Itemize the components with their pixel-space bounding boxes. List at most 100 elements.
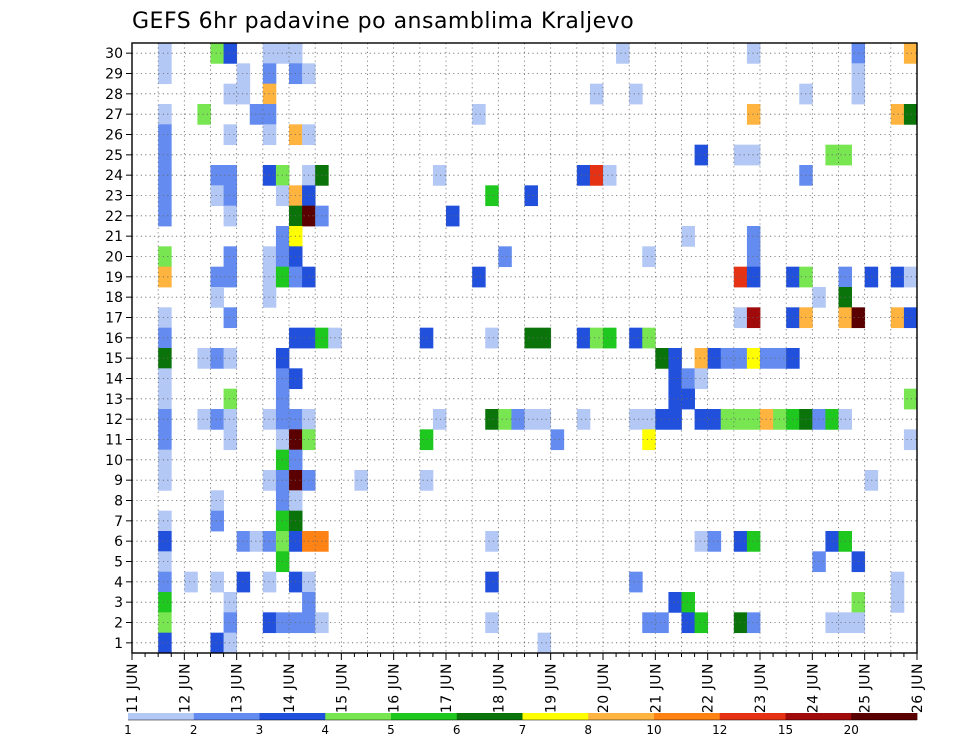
heatmap-cell [681, 388, 695, 410]
y-tick-label: 14 [105, 372, 123, 388]
x-tick-label: 12 JUN [177, 663, 193, 713]
heatmap-cell [472, 104, 486, 125]
y-tick-label: 7 [114, 514, 123, 530]
heatmap-cell [603, 165, 617, 186]
heatmap-cell [903, 307, 918, 329]
heatmap-cell [694, 144, 709, 166]
heatmap-cell [210, 409, 224, 430]
heatmap-cell [890, 571, 905, 593]
heatmap-cell [236, 571, 251, 593]
heatmap-cell [576, 327, 591, 349]
x-tick-label: 17 JUN [439, 663, 455, 713]
heatmap-cell [537, 632, 552, 654]
y-tick-label: 12 [105, 412, 123, 428]
heatmap-cell [746, 307, 761, 329]
heatmap-cell [236, 83, 251, 105]
heatmap-cell [733, 409, 748, 430]
heatmap-cell [903, 429, 918, 451]
x-tick-label: 14 JUN [282, 663, 298, 713]
heatmap-cell [524, 185, 538, 207]
heatmap-cell [432, 409, 447, 430]
y-tick-label: 6 [114, 534, 123, 550]
heatmap-cell [223, 165, 238, 186]
heatmap-cell [223, 409, 238, 430]
heatmap-cell [485, 327, 499, 349]
y-tick-label: 23 [105, 189, 123, 205]
heatmap-cell [642, 246, 656, 268]
color-scale-swatch [522, 713, 589, 720]
heatmap-cell [694, 409, 709, 430]
y-tick-label: 28 [105, 87, 123, 103]
heatmap-cell [629, 409, 643, 430]
heatmap-cell [511, 409, 525, 430]
y-tick-label: 27 [105, 107, 123, 123]
heatmap-cell [642, 409, 656, 430]
heatmap-cell [210, 287, 224, 308]
y-tick-label: 3 [114, 595, 123, 611]
heatmap-cell [903, 388, 918, 410]
heatmap-cell [655, 409, 669, 430]
heatmap-cell [616, 43, 630, 64]
heatmap-cell [223, 348, 238, 369]
heatmap-cell [629, 83, 643, 105]
y-tick-label: 16 [105, 331, 123, 347]
color-scale-label: 20 [844, 723, 859, 737]
heatmap-cell [524, 409, 538, 430]
heatmap-cell [524, 327, 538, 349]
heatmap-cell [890, 266, 905, 288]
heatmap-cell [249, 531, 264, 552]
heatmap-cell [707, 348, 722, 369]
heatmap-cell [210, 490, 224, 512]
heatmap-cell [197, 104, 211, 125]
heatmap-cell [642, 327, 656, 349]
x-tick-label: 18 JUN [491, 663, 507, 713]
heatmap-cell [197, 348, 211, 369]
y-tick-label: 11 [105, 433, 123, 449]
heatmap-cell [158, 185, 172, 207]
heatmap-cell [223, 592, 238, 613]
y-tick-label: 29 [105, 67, 123, 83]
heatmap-cell [158, 246, 172, 268]
heatmap-cell [210, 510, 224, 532]
heatmap-cell [707, 531, 722, 552]
heatmap-cell [576, 409, 591, 430]
heatmap-cell [681, 368, 695, 390]
heatmap-cell [746, 531, 761, 552]
heatmap-cell [223, 43, 238, 64]
color-scale-label: 5 [387, 723, 395, 737]
color-scale-bar: 1 2 3 4 5 6 7 8 10 12 15 20 [124, 713, 918, 737]
color-scale-label: 12 [712, 723, 727, 737]
heatmap-cell [223, 246, 238, 268]
heatmap-cell [158, 592, 172, 613]
heatmap-cell [197, 409, 211, 430]
heatmap-cell [903, 104, 918, 125]
heatmap-cell [158, 571, 172, 593]
heatmap-cell [223, 612, 238, 634]
y-tick-label: 26 [105, 128, 123, 144]
heatmap-cell [903, 266, 918, 288]
heatmap-cell [446, 205, 460, 227]
heatmap-cell [720, 348, 735, 369]
color-scale-swatch [654, 713, 721, 720]
heatmap-cell [223, 266, 238, 288]
heatmap-cell [419, 327, 434, 349]
x-tick-label: 26 JUN [910, 663, 926, 713]
color-scale-label: 6 [453, 723, 461, 737]
color-scale-label: 1 [124, 723, 132, 737]
chart-title: GEFS 6hr padavine po ansamblima Kraljevo [132, 9, 634, 34]
heatmap-cell [746, 104, 761, 125]
heatmap-cell [746, 226, 761, 247]
heatmap-cell [733, 612, 748, 634]
heatmap-cell [746, 246, 761, 268]
heatmap-cell [733, 531, 748, 552]
heatmap-cell [498, 246, 512, 268]
heatmap-cell [589, 327, 604, 349]
heatmap-cell [158, 348, 172, 369]
heatmap-cell [890, 104, 905, 125]
color-scale-swatch [785, 713, 852, 720]
heatmap-cell [629, 327, 643, 349]
color-scale-swatch [851, 713, 918, 720]
heatmap-cell [589, 83, 604, 105]
heatmap-cell [472, 266, 486, 288]
heatmap-cell [890, 307, 905, 329]
